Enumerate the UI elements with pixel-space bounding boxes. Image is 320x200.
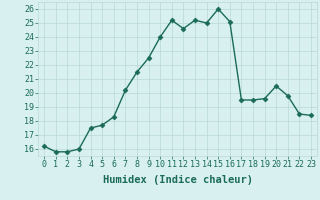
X-axis label: Humidex (Indice chaleur): Humidex (Indice chaleur) (103, 175, 252, 185)
